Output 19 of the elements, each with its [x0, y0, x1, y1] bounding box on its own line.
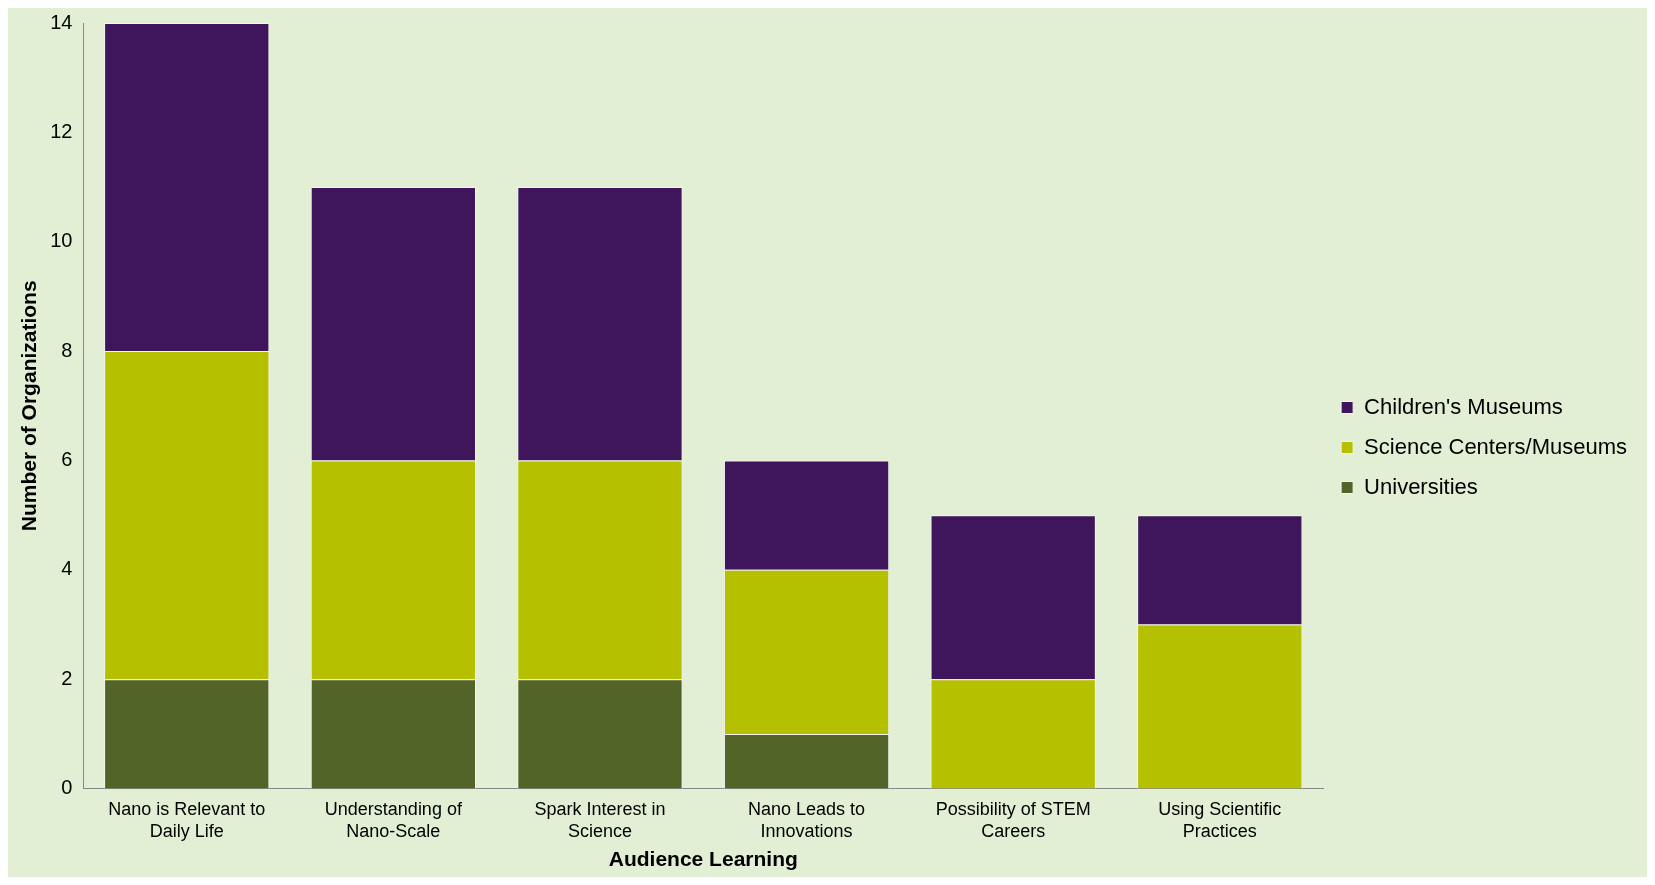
- x-tick-label: Spark Interest in Science: [534, 799, 666, 841]
- x-tick-label: Using Scientific Practices: [1158, 799, 1282, 841]
- x-axis-title: Audience Learning: [608, 847, 798, 871]
- x-tick-label: Possibility of STEM Careers: [935, 799, 1091, 841]
- y-tick-label: 6: [61, 448, 73, 470]
- y-tick-label: 4: [61, 557, 73, 580]
- x-tick-label: Understanding of Nano-Scale: [324, 799, 463, 841]
- y-tick-label: 10: [50, 229, 73, 252]
- y-tick-label: 8: [61, 338, 73, 361]
- legend-label: Science Centers/Museums: [1364, 433, 1628, 459]
- y-tick-label: 14: [50, 10, 73, 33]
- y-tick-label: 0: [61, 776, 73, 799]
- y-axis-title: Number of Organizations: [17, 280, 41, 532]
- y-tick-label: 2: [61, 666, 73, 689]
- y-tick-label: 12: [50, 119, 73, 142]
- x-tick-label: Nano Leads to Innovations: [748, 799, 866, 841]
- x-tick-label: Nano is Relevant to Daily Life: [108, 799, 266, 841]
- legend-label: Universities: [1364, 473, 1478, 499]
- legend-label: Children's Museums: [1364, 393, 1563, 419]
